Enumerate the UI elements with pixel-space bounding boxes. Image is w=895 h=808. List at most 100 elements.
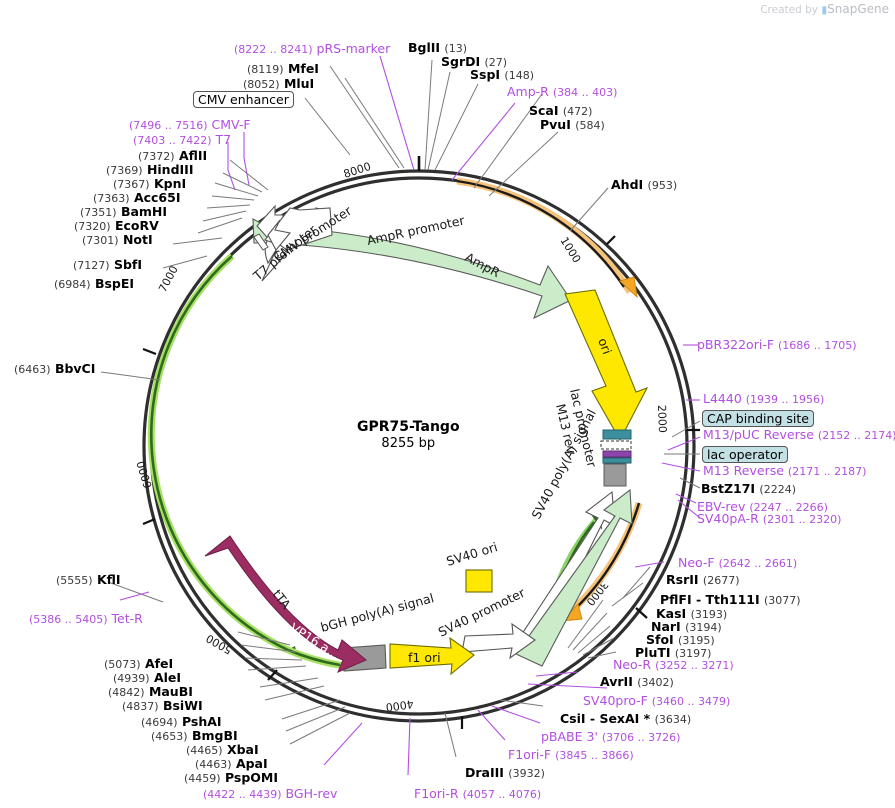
label-apai[interactable]: (4463) ApaI [195, 757, 268, 771]
label-cap-binding-site[interactable]: CAP binding site [702, 410, 814, 427]
label-maubi[interactable]: (4842) MauBI [108, 685, 193, 699]
label-name: AvrII [600, 674, 633, 689]
label-pluti[interactable]: PluTI (3197) [635, 646, 711, 660]
label-afei[interactable]: (5073) AfeI [104, 657, 173, 671]
label-name: CsiI - SexAI * [560, 711, 651, 726]
label-mfei[interactable]: (8119) MfeI [247, 62, 319, 76]
label-cmv-enhancer[interactable]: CMV enhancer [193, 91, 294, 108]
label-t7[interactable]: (7403 .. 7422) T7 [133, 133, 231, 147]
feature-tta[interactable] [204, 535, 367, 673]
feature-sv40-ori[interactable] [465, 569, 493, 593]
label-pos: (5073) [104, 658, 141, 671]
label-sspi[interactable]: SspI (148) [470, 68, 534, 82]
label-bmgbi[interactable]: (4653) BmgBI [151, 729, 238, 743]
label-pos: (3460 .. 3479) [651, 695, 731, 708]
label-name: RsrII [666, 572, 699, 587]
label-bbvci[interactable]: (6463) BbvCI [14, 361, 96, 376]
label-pos: (4842) [108, 686, 145, 699]
label-name: BbvCI [54, 361, 96, 376]
label-name: BGH-rev [285, 786, 338, 801]
label-neo-f[interactable]: Neo-F (2642 .. 2661) [678, 555, 797, 570]
label-hindiii[interactable]: (7369) HindIII [106, 163, 193, 177]
label-rsrii[interactable]: RsrII (2677) [666, 572, 739, 587]
label-pos: (3932) [508, 767, 545, 780]
label-tet-r[interactable]: (5386 .. 5405) Tet-R [29, 611, 143, 626]
label-pos: (3194) [685, 621, 722, 634]
label-ecorv[interactable]: (7320) EcoRV [74, 218, 159, 233]
label-kpni[interactable]: (7367) KpnI [113, 177, 186, 191]
feature-label-ori: ori [595, 336, 615, 356]
label-neo-r[interactable]: Neo-R (3252 .. 3271) [613, 658, 734, 672]
label-pbabe-3prime[interactable]: pBABE 3' (3706 .. 3726) [541, 730, 681, 744]
feature-t7-promoter[interactable] [253, 233, 269, 251]
label-sgrdi[interactable]: SgrDI (27) [441, 55, 507, 69]
tick-label-7000: 7000 [156, 264, 181, 295]
label-prs-marker[interactable]: (8222 .. 8241) pRS-marker [234, 42, 390, 56]
label-pos: (7369) [106, 164, 143, 177]
label-sv40pro-f[interactable]: SV40pro-F (3460 .. 3479) [583, 693, 731, 708]
label-acc65i[interactable]: (7363) Acc65I [93, 191, 180, 205]
label-pos: (3706 .. 3726) [601, 731, 681, 744]
label-pos: (7496 .. 7516) [129, 119, 208, 132]
label-pos: (5386 .. 5405) [29, 613, 108, 626]
feature-label-bgh-polya: bGH poly(A) signal [319, 590, 436, 635]
label-xbai[interactable]: (4465) XbaI [186, 743, 259, 757]
label-f1ori-r[interactable]: F1ori-R (4057 .. 4076) [414, 787, 541, 801]
label-amp-r[interactable]: Amp-R (384 .. 403) [507, 85, 617, 99]
label-csii-sexai[interactable]: CsiI - SexAI * (3634) [560, 711, 691, 726]
label-name: PvuI [540, 117, 571, 132]
label-mlui[interactable]: (8052) MluI [243, 77, 314, 91]
label-aflii[interactable]: (7372) AflII [138, 148, 208, 163]
label-pbr322ori-f[interactable]: pBR322ori-F (1686 .. 1705) [697, 338, 857, 352]
label-bgh-rev[interactable]: (4422 .. 4439) BGH-rev [203, 786, 338, 801]
label-sv40pa-r[interactable]: SV40pA-R (2301 .. 2320) [697, 512, 841, 526]
label-name: Neo-F [678, 555, 715, 570]
label-bspei[interactable]: (6984) BspEI [54, 277, 134, 291]
label-bstz17i[interactable]: BstZ17I (2224) [701, 482, 796, 496]
label-name: AflII [178, 148, 208, 163]
label-ebv-rev[interactable]: EBV-rev (2247 .. 2266) [697, 500, 828, 514]
label-pos: (4837) [122, 700, 159, 713]
label-sfoi[interactable]: SfoI (3195) [646, 632, 715, 647]
label-bsiwi[interactable]: (4837) BsiWI [122, 698, 203, 713]
label-kasi[interactable]: KasI (3193) [656, 607, 727, 621]
label-noti[interactable]: (7301) NotI [82, 233, 153, 247]
feature-cmv-promoter-head[interactable] [267, 219, 292, 251]
label-name: SV40pro-F [583, 693, 648, 708]
label-name: BsiWI [162, 698, 203, 713]
label-m13-reverse[interactable]: M13 Reverse (2171 .. 2187) [703, 464, 866, 478]
label-name: ScaI [529, 103, 559, 118]
plasmid-size: 8255 bp [381, 436, 436, 451]
label-sbfi[interactable]: (7127) SbfI [73, 258, 142, 272]
label-pflfi-tth111i[interactable]: PflFI - Tth111I (3077) [660, 593, 801, 607]
label-ahdi[interactable]: AhdI (953) [611, 178, 677, 192]
label-pvui[interactable]: PvuI (584) [540, 117, 605, 132]
label-bamhi[interactable]: (7351) BamHI [80, 205, 167, 219]
label-bglii[interactable]: BglII (13) [408, 41, 467, 55]
label-name: Tet-R [111, 611, 143, 626]
feature-ori[interactable] [564, 289, 649, 442]
label-pos: (148) [504, 69, 534, 82]
label-avrii[interactable]: AvrII (3402) [600, 674, 674, 689]
feature-f1-ori[interactable] [389, 636, 475, 676]
feature-neor-kanr[interactable] [515, 488, 633, 667]
feature-sv40-promoter[interactable] [461, 622, 536, 660]
label-nari[interactable]: NarI (3194) [651, 620, 722, 634]
label-scai[interactable]: ScaI (472) [529, 103, 592, 118]
label-m13-puc-reverse[interactable]: M13/pUC Reverse (2152 .. 2174) [703, 428, 895, 442]
label-pshai[interactable]: (4694) PshAI [141, 715, 222, 729]
label-draiii[interactable]: DraIII (3932) [465, 766, 545, 780]
label-name: SfoI [646, 632, 674, 647]
label-name: EcoRV [114, 218, 159, 233]
label-f1ori-f[interactable]: F1ori-F (3845 .. 3866) [508, 748, 634, 762]
label-pos: (4939) [113, 672, 150, 685]
label-kfli[interactable]: (5555) KflI [56, 573, 121, 587]
label-cmv-f[interactable]: (7496 .. 7516) CMV-F [129, 118, 251, 132]
feature-lac-cluster[interactable] [600, 429, 632, 487]
label-l4440[interactable]: L4440 (1939 .. 1956) [703, 392, 824, 406]
label-name: CMV enhancer [193, 91, 294, 108]
label-pspomi[interactable]: (4459) PspOMI [184, 771, 278, 785]
label-alei[interactable]: (4939) AleI [113, 671, 181, 685]
label-pos: (7372) [138, 150, 175, 163]
label-lac-operator[interactable]: lac operator [702, 446, 788, 463]
